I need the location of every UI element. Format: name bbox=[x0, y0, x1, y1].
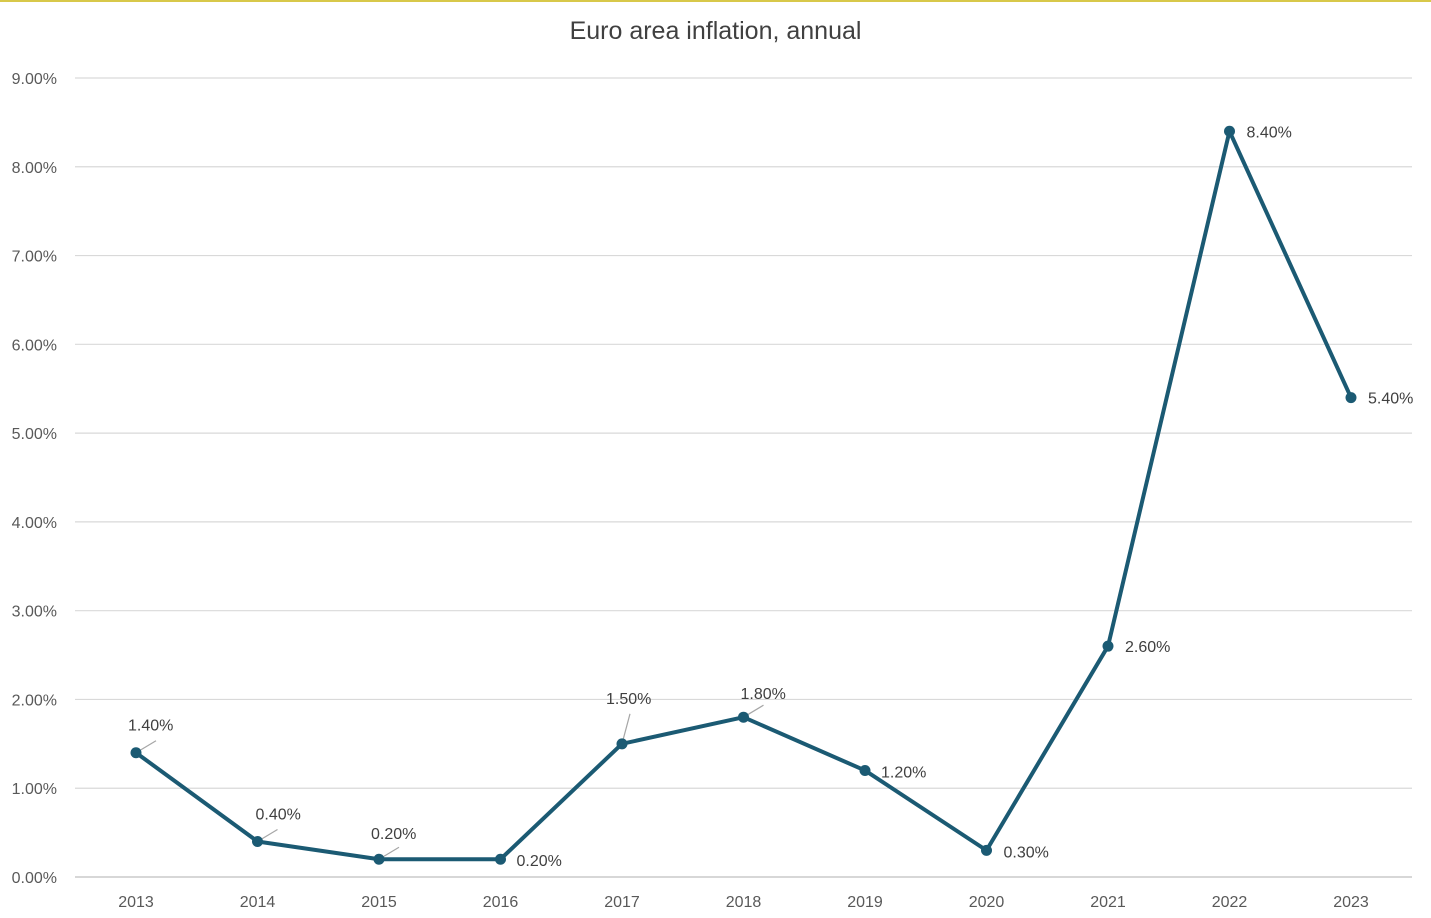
y-tick-label: 4.00% bbox=[12, 515, 57, 532]
data-point bbox=[981, 844, 992, 856]
data-label: 1.20% bbox=[881, 764, 926, 781]
x-axis-ticks: 2013 2014 2015 2016 2017 2018 2019 2020 2021 2022… bbox=[118, 894, 1369, 911]
series-line bbox=[134, 129, 1353, 862]
x-tick-label: 2018 bbox=[726, 894, 762, 911]
data-label: 8.40% bbox=[1247, 124, 1292, 141]
data-label: 0.20% bbox=[517, 853, 562, 870]
x-tick-label: 2019 bbox=[847, 894, 883, 911]
x-tick-label: 2017 bbox=[604, 894, 640, 911]
y-tick-label: 0.00% bbox=[12, 870, 57, 887]
y-tick-label: 1.00% bbox=[12, 781, 57, 798]
data-label: 0.40% bbox=[256, 806, 301, 823]
data-point bbox=[373, 853, 385, 865]
data-label: 0.30% bbox=[1004, 844, 1049, 861]
data-point bbox=[616, 738, 628, 750]
x-tick-label: 2014 bbox=[240, 894, 276, 911]
data-points bbox=[130, 125, 1357, 865]
x-tick-label: 2013 bbox=[118, 894, 154, 911]
y-tick-label: 7.00% bbox=[12, 249, 57, 266]
series-line-layer bbox=[134, 129, 1353, 862]
data-labels: 1.40% 0.40% 0.20% 0.20% 1.50% 1.80% 1.20% 0.30%… bbox=[128, 124, 1413, 870]
y-tick-label: 9.00% bbox=[12, 71, 57, 88]
y-tick-label: 8.00% bbox=[12, 160, 57, 177]
y-tick-label: 6.00% bbox=[12, 337, 57, 354]
x-tick-label: 2022 bbox=[1212, 894, 1248, 911]
data-label: 1.40% bbox=[128, 718, 173, 735]
x-tick-label: 2023 bbox=[1333, 894, 1369, 911]
data-point bbox=[738, 711, 749, 723]
data-label: 5.40% bbox=[1368, 391, 1413, 408]
data-point bbox=[1224, 125, 1235, 137]
data-point bbox=[1102, 640, 1114, 652]
data-label: 1.50% bbox=[606, 691, 651, 708]
data-point bbox=[1345, 392, 1357, 404]
x-tick-label: 2021 bbox=[1090, 894, 1126, 911]
label-leader-lines bbox=[135, 704, 764, 860]
y-axis-ticks: 0.00% 1.00% 2.00% 3.00% 4.00% 5.00% 6.00% 7.00%… bbox=[12, 71, 57, 887]
data-point bbox=[859, 764, 871, 776]
data-point bbox=[130, 747, 142, 759]
y-tick-label: 5.00% bbox=[12, 426, 57, 443]
chart-title: Euro area inflation, annual bbox=[569, 17, 862, 45]
y-tick-label: 3.00% bbox=[12, 604, 57, 621]
x-tick-label: 2020 bbox=[969, 894, 1005, 911]
data-label: 0.20% bbox=[371, 826, 416, 843]
data-point bbox=[495, 853, 506, 865]
y-tick-label: 2.00% bbox=[12, 692, 57, 709]
data-point bbox=[252, 835, 263, 847]
gridlines bbox=[75, 77, 1412, 878]
x-tick-label: 2016 bbox=[483, 894, 519, 911]
data-label: 1.80% bbox=[741, 686, 786, 703]
data-label: 2.60% bbox=[1125, 639, 1170, 656]
x-tick-label: 2015 bbox=[361, 894, 397, 911]
